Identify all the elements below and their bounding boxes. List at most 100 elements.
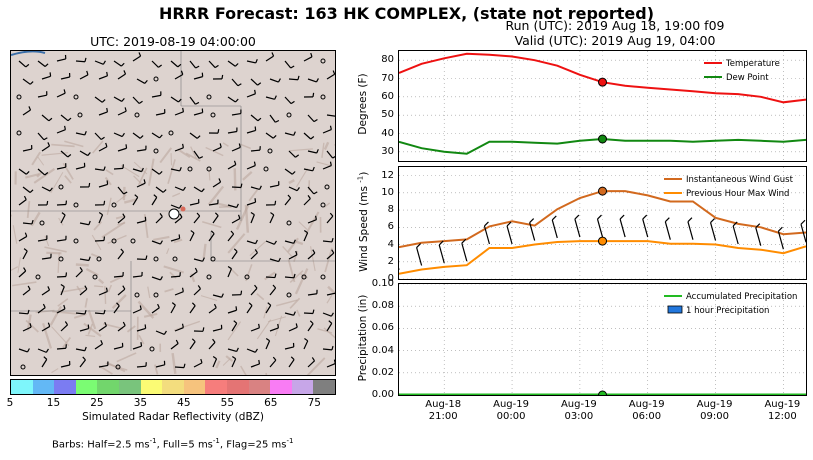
- wind-barb: [22, 288, 31, 296]
- terrain-ridge: [62, 162, 74, 180]
- wind-barb-flag: [125, 144, 128, 149]
- wind-barb: [41, 75, 51, 80]
- terrain-ridge: [25, 173, 40, 179]
- y-axis-label: Wind Speed (ms -1): [356, 171, 370, 272]
- y-tick-label: 0.08: [371, 300, 394, 312]
- wind-barb: [151, 168, 160, 175]
- wind-barb: [94, 343, 103, 350]
- terrain-ridge: [295, 168, 309, 188]
- wind-barb: [170, 343, 179, 350]
- wind-barb-flag: [237, 83, 242, 87]
- terrain-ridge: [33, 168, 56, 184]
- wind-barb: [303, 232, 309, 242]
- terrain-ridge: [215, 360, 221, 369]
- terrain-ridge: [123, 198, 138, 204]
- wind-barb: [212, 146, 222, 152]
- terrain-ridge: [153, 235, 170, 241]
- wind-barb: [322, 348, 333, 351]
- wind-barb-flag: [233, 320, 238, 324]
- terrain-ridge: [107, 284, 113, 293]
- wind-barb: [117, 251, 124, 260]
- colorbar-segment: [291, 380, 314, 394]
- wind-barb-flag: [236, 347, 239, 352]
- terrain-ridge: [85, 268, 99, 277]
- wind-barb: [265, 340, 271, 350]
- colorbar-ticks: 5 15 25 35 45 55 65 75: [7, 397, 336, 411]
- wind-barb-flag: [29, 323, 32, 328]
- wind-barb-flag: [233, 160, 237, 165]
- wind-barb-flag: [270, 212, 275, 216]
- wind-barb: [288, 359, 295, 368]
- wind-barb-flag: [800, 219, 806, 225]
- x-tick-label: Aug-19 00:00: [493, 399, 529, 422]
- wind-barb-flag: [120, 62, 125, 67]
- terrain-ridge: [105, 169, 114, 176]
- terrain-ridge: [11, 266, 19, 272]
- wind-panel: Instantaneous Wind Gust Previous Hour Max…: [393, 166, 807, 280]
- wind-barb-flag: [61, 212, 66, 216]
- wind-barb-flag: [153, 194, 158, 198]
- terrain-ridge: [248, 189, 259, 202]
- wind-barb: [113, 167, 124, 170]
- wind-barb-flag: [230, 230, 235, 235]
- wind-barb: [132, 55, 141, 62]
- calm-wind-marker: [73, 238, 79, 244]
- terrain-ridge: [52, 310, 77, 315]
- terrain-ridge: [104, 176, 112, 186]
- colorbar-tick-label: 15: [46, 397, 61, 409]
- wind-barb: [117, 325, 126, 332]
- wind-barb-flag: [271, 52, 275, 57]
- wind-barb-flag: [84, 57, 87, 62]
- wind-barb-flag: [190, 230, 195, 234]
- wind-barb: [18, 348, 28, 353]
- wind-barb-flag: [235, 98, 239, 103]
- calm-wind-marker: [77, 112, 83, 118]
- terrain-ridge: [90, 253, 99, 258]
- wind-barb: [136, 149, 146, 152]
- calm-wind-marker: [187, 166, 193, 172]
- wind-barb-flag: [304, 338, 309, 342]
- y-tick-label: 40: [381, 127, 394, 139]
- terrain-ridge: [133, 175, 144, 187]
- wind-barb-flag: [312, 166, 315, 172]
- wind-barb-flag: [254, 284, 258, 289]
- wind-barb: [326, 323, 333, 332]
- map-canvas: [11, 51, 335, 375]
- wind-barb: [98, 214, 104, 224]
- y-tick-label: 2: [387, 255, 394, 267]
- terrain-ridge: [94, 285, 104, 288]
- reflectivity-colorbar: [10, 379, 336, 395]
- wind-barb-flag: [664, 217, 670, 223]
- wind-barb-flag: [217, 129, 220, 134]
- wind-barb: [136, 365, 147, 368]
- wind-barb-flag: [212, 338, 216, 343]
- colorbar-segment: [248, 380, 271, 394]
- wind-barb: [56, 239, 66, 242]
- wind-barb-flag: [316, 149, 319, 154]
- wind-barb: [79, 359, 86, 368]
- wind-barb: [22, 222, 33, 225]
- y-tick-label: 10: [381, 186, 394, 198]
- wind-barb: [79, 150, 89, 157]
- wind-barb: [117, 216, 126, 224]
- wind-barb-flag: [158, 171, 163, 175]
- wind-barb-flag: [232, 356, 237, 360]
- wind-barb: [208, 341, 216, 350]
- wind-barb-flag: [234, 63, 239, 67]
- wind-barb: [75, 60, 86, 63]
- wind-barb-flag: [330, 312, 334, 317]
- wind-barb: [170, 96, 179, 103]
- terrain-ridge: [309, 246, 316, 271]
- terrain-ridge: [73, 313, 87, 319]
- calm-wind-marker: [263, 166, 269, 172]
- wind-barb-flag: [67, 117, 72, 122]
- wind-barb: [60, 76, 70, 80]
- wind-barb-flag: [98, 212, 103, 216]
- wind-barb: [326, 292, 335, 296]
- wind-barb: [288, 186, 298, 192]
- wind-barb-flag: [101, 99, 106, 103]
- wind-barb-flag: [88, 182, 91, 188]
- y-tick-label: 50: [381, 109, 394, 121]
- terrain-ridge: [92, 140, 104, 154]
- wind-barb: [132, 168, 142, 173]
